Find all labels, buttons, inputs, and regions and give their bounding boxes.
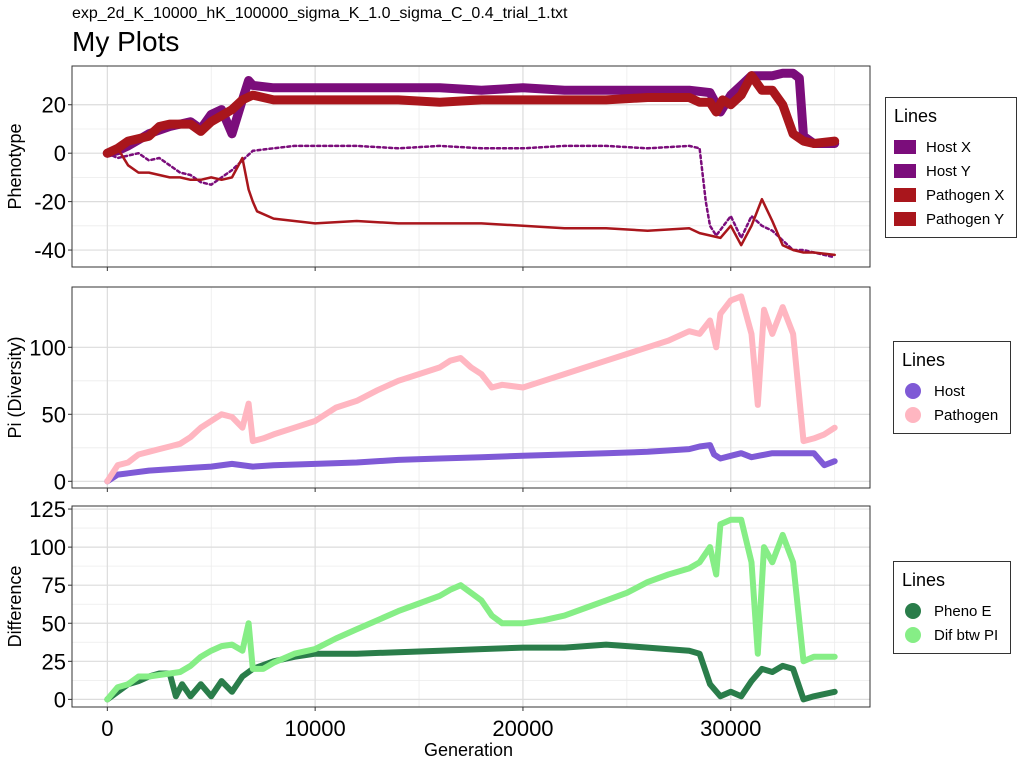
y-tick-label: 25 — [42, 649, 66, 674]
legend-item-pheno-e: Pheno E — [902, 599, 1002, 623]
legend-item-host-x: Host X — [894, 135, 1008, 159]
series-line-host-x — [102, 68, 840, 158]
series-group — [104, 293, 838, 485]
legend-swatch — [905, 407, 921, 423]
y-tick-label: 50 — [42, 611, 66, 636]
legend-item-host-y: Host Y — [894, 159, 1008, 183]
legend-swatch — [905, 383, 921, 399]
y-tick-label: 75 — [42, 573, 66, 598]
series-line-dif-btw-pi — [104, 516, 838, 703]
panel-border — [71, 286, 871, 489]
y-tick-label: 50 — [42, 402, 66, 427]
legend-label: Host — [934, 382, 965, 400]
legend-swatch — [894, 140, 916, 154]
diversity-legend: Lines Host Pathogen — [893, 341, 1011, 434]
legend-label: Pathogen — [934, 406, 999, 424]
difference-panel: 125 100 75 50 25 0 0 10000 20000 30000 Difference — [5, 497, 871, 741]
legend-item-pathogen: Pathogen — [902, 403, 1002, 427]
legend-label: Pheno E — [934, 602, 992, 620]
x-tick-label: 0 — [101, 716, 113, 741]
difference-legend: Lines Pheno E Dif btw PI — [893, 561, 1011, 654]
legend-title: Lines — [902, 350, 946, 370]
diversity-panel: 100 50 0 Pi (Diversity) — [5, 286, 871, 494]
y-axis-label: Difference — [5, 566, 25, 648]
phenotype-legend: Lines Host X Host Y Pathogen X Pathogen Y — [885, 97, 1017, 238]
series-line-pheno-e — [104, 641, 838, 703]
legend-item-pathogen-x: Pathogen X — [894, 183, 1008, 207]
y-tick-label: 100 — [29, 335, 66, 360]
y-axis-label: Pi (Diversity) — [5, 337, 25, 439]
panel-border — [71, 505, 871, 708]
legend-label: Pathogen Y — [926, 210, 1005, 228]
x-tick-label: 20000 — [492, 716, 553, 741]
y-tick-label: 0 — [54, 141, 66, 166]
x-tick-label: 30000 — [700, 716, 761, 741]
series-line-pathogen — [104, 293, 838, 485]
series-line-host — [104, 442, 838, 485]
y-tick-label: 0 — [54, 687, 66, 712]
x-tick-label: 10000 — [285, 716, 346, 741]
y-tick-label: 20 — [42, 93, 66, 118]
legend-swatch — [894, 188, 916, 202]
y-tick-label: 125 — [29, 497, 66, 522]
legend-item-host: Host — [902, 379, 1002, 403]
legend-title: Lines — [902, 570, 946, 590]
legend-swatch — [905, 603, 921, 619]
y-tick-label: -40 — [34, 238, 66, 263]
phenotype-panel: 20 0 -20 -40 Phenotype — [5, 65, 871, 271]
legend-label: Pathogen X — [926, 186, 1005, 204]
plot-title: My Plots — [72, 26, 180, 57]
panel-border — [71, 65, 871, 268]
legend-swatch — [894, 212, 916, 226]
legend-swatch — [894, 164, 916, 178]
y-tick-label: -20 — [34, 190, 66, 215]
series-group — [104, 516, 838, 703]
legend-label: Host Y — [926, 162, 971, 180]
y-tick-label: 100 — [29, 535, 66, 560]
plot-subtitle: exp_2d_K_10000_hK_100000_sigma_K_1.0_sig… — [72, 5, 568, 22]
legend-item-pathogen-y: Pathogen Y — [894, 207, 1008, 231]
y-axis-label: Phenotype — [5, 123, 25, 209]
legend-label: Dif btw PI — [934, 626, 999, 644]
legend-item-dif-btw-pi: Dif btw PI — [902, 623, 1002, 647]
series-line-pathogen-y — [106, 147, 836, 257]
legend-label: Host X — [926, 138, 972, 156]
legend-title: Lines — [894, 106, 938, 126]
y-tick-label: 0 — [54, 469, 66, 494]
series-line-pathogen-x — [102, 71, 840, 158]
legend-swatch — [905, 627, 921, 643]
x-axis-label: Generation — [424, 740, 514, 760]
series-group — [102, 68, 840, 259]
